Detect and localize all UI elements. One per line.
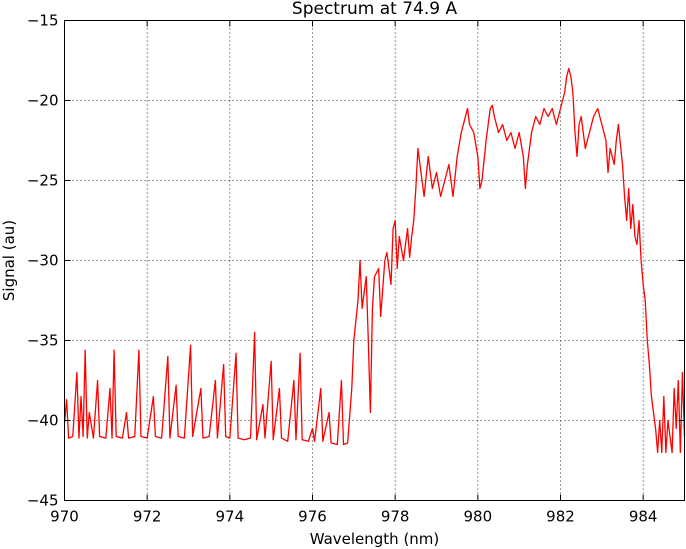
axis-ticks <box>64 20 685 501</box>
chart-title: Spectrum at 74.9 A <box>292 0 458 19</box>
y-tick-label: −30 <box>27 252 59 270</box>
x-tick-label: 974 <box>216 508 245 526</box>
y-tick-label: −45 <box>27 492 59 510</box>
x-tick-label: 976 <box>298 508 327 526</box>
x-tick-label: 982 <box>546 508 575 526</box>
y-tick-labels: −45 −40 −35 −30 −25 −20 −15 <box>27 12 59 510</box>
y-tick-label: −25 <box>27 172 59 190</box>
y-tick-label: −20 <box>27 92 59 110</box>
y-tick-label: −40 <box>27 412 59 430</box>
grid-lines <box>64 20 685 501</box>
x-tick-label: 978 <box>381 508 410 526</box>
x-tick-label: 984 <box>629 508 658 526</box>
x-tick-label: 972 <box>133 508 162 526</box>
signal-line <box>63 67 686 454</box>
x-tick-label: 980 <box>464 508 493 526</box>
y-tick-label: −35 <box>27 332 59 350</box>
y-tick-label: −15 <box>27 12 59 30</box>
series-layer <box>63 67 686 454</box>
x-tick-label: 970 <box>50 508 79 526</box>
x-tick-labels: 970 972 974 976 978 980 982 984 <box>50 508 657 526</box>
x-axis-label: Wavelength (nm) <box>310 530 440 548</box>
y-axis-label: Signal (au) <box>0 220 18 301</box>
